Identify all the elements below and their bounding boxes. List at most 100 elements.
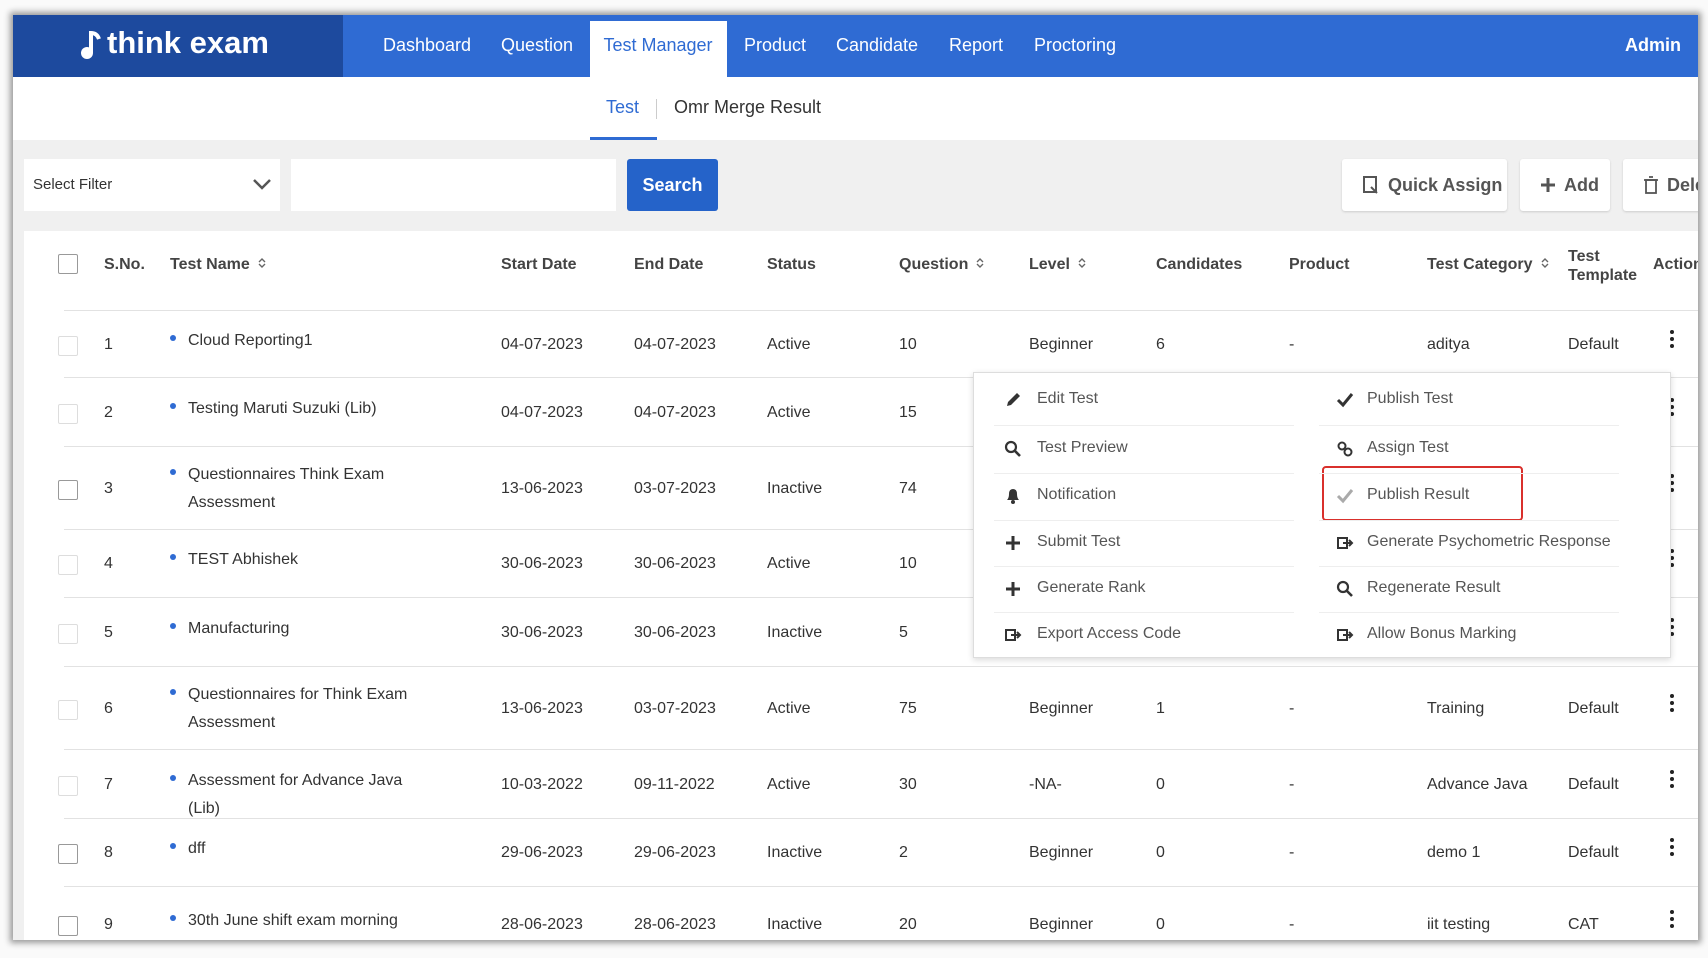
row-separator	[64, 446, 1698, 447]
menu-divider	[994, 566, 1294, 567]
chevron	[253, 179, 271, 190]
checkbox[interactable]	[58, 699, 78, 720]
checkbox[interactable]	[58, 479, 78, 500]
cell: 1	[1156, 699, 1165, 717]
cell: 0	[1156, 915, 1165, 933]
checkbox[interactable]	[58, 915, 78, 936]
dot	[1670, 336, 1674, 341]
action-menu: Edit Test Test Preview Notification Submit …	[973, 372, 1671, 658]
add-button[interactable]: Add	[1520, 159, 1610, 211]
cell: 4	[104, 555, 113, 572]
test-name[interactable]: Questionnaires for Think Exam Assessment	[188, 686, 408, 731]
tab[interactable]: Test	[606, 97, 640, 117]
menu-item[interactable]: Assign Test	[1367, 439, 1449, 456]
test-name[interactable]: Questionnaires Think Exam Assessment	[188, 466, 385, 511]
cell: 03-07-2023	[634, 479, 716, 497]
search-button[interactable]: Search	[627, 159, 718, 211]
row-actions[interactable]	[1670, 838, 1674, 856]
row-actions[interactable]	[1670, 769, 1674, 788]
tab[interactable]: Omr Merge Result	[674, 97, 822, 117]
filter-select[interactable]: Select Filter	[24, 159, 280, 211]
checkbox[interactable]	[58, 555, 78, 575]
cell: 5	[899, 623, 908, 641]
dot	[1670, 923, 1674, 928]
delete-button[interactable]: Delete	[1623, 159, 1698, 211]
sort-icon[interactable]	[974, 257, 986, 269]
dot	[1670, 838, 1674, 842]
cell: 6	[1156, 335, 1165, 353]
nav-item[interactable]: Product	[743, 35, 807, 55]
checkbox[interactable]	[58, 623, 78, 644]
test-name[interactable]: 30th June shift exam morning	[188, 911, 398, 929]
logo-block: think exam	[13, 15, 343, 77]
column-header: Test Template	[1568, 248, 1638, 284]
dot	[1670, 343, 1674, 348]
checkbox[interactable]	[58, 403, 78, 424]
menu-item[interactable]: Allow Bonus Marking	[1367, 625, 1517, 642]
cell: 74	[899, 479, 917, 497]
sort-icon[interactable]	[1076, 257, 1088, 269]
column-header: Product	[1289, 256, 1350, 273]
checkbox[interactable]	[58, 335, 78, 356]
cell: 2	[899, 844, 908, 861]
cell: Training	[1427, 699, 1485, 717]
row-actions[interactable]	[1670, 909, 1674, 928]
dot	[1670, 473, 1674, 478]
menu-item[interactable]: Submit Test	[1037, 533, 1121, 550]
menu-divider	[994, 519, 1294, 521]
dot	[1670, 700, 1674, 705]
test-name[interactable]: Testing Maruti Suzuki (Lib)	[188, 399, 377, 417]
test-name[interactable]: Assessment for Advance Java (Lib)	[188, 771, 403, 817]
menu-item[interactable]: Publish Test	[1367, 390, 1453, 407]
menu-item[interactable]: Export Access Code	[1037, 625, 1182, 642]
nav-item[interactable]: Test Manager	[603, 35, 713, 55]
cell: 03-07-2023	[634, 699, 716, 717]
bullet	[170, 689, 176, 695]
cell: Default	[1568, 699, 1619, 717]
row-actions[interactable]	[1670, 473, 1674, 492]
menu-item[interactable]: Edit Test	[1037, 390, 1099, 407]
column-header: Status	[767, 256, 816, 273]
row-separator	[64, 310, 1698, 311]
row-actions[interactable]	[1670, 549, 1674, 567]
column-header: Start Date	[501, 256, 577, 273]
test-name[interactable]: TEST Abhishek	[188, 551, 298, 568]
cell: CAT	[1568, 915, 1599, 933]
cell: 1	[104, 335, 113, 353]
row-actions[interactable]	[1670, 329, 1674, 348]
nav-item[interactable]: Report	[948, 35, 1004, 55]
nav-item[interactable]: Candidate	[835, 35, 919, 55]
menu-item[interactable]: Generate Psychometric Response	[1367, 533, 1611, 550]
user-menu[interactable]: Admin	[1625, 35, 1681, 55]
dot	[1670, 480, 1674, 485]
column-header: Test Name	[170, 256, 268, 274]
nav-item[interactable]: Dashboard	[382, 35, 472, 55]
search-input[interactable]	[291, 159, 616, 211]
test-name[interactable]: Manufacturing	[188, 619, 290, 637]
sort-icon[interactable]	[256, 257, 268, 269]
cell: 29-06-2023	[634, 844, 716, 861]
sub-nav: Test Omr Merge Result	[13, 77, 1698, 140]
sort-icon[interactable]	[1539, 257, 1551, 269]
checkbox[interactable]	[58, 775, 78, 796]
menu-item[interactable]: Generate Rank	[1037, 579, 1146, 596]
test-name[interactable]: dff	[188, 840, 206, 857]
test-name[interactable]: Cloud Reporting1	[188, 331, 313, 349]
nav-item[interactable]: Question	[500, 35, 574, 55]
row-actions[interactable]	[1670, 617, 1674, 636]
menu-item[interactable]: Regenerate Result	[1367, 579, 1501, 596]
menu-item[interactable]: Test Preview	[1037, 439, 1128, 456]
row-actions[interactable]	[1670, 397, 1674, 416]
menu-item[interactable]: Publish Result	[1367, 486, 1470, 503]
quick-assign-button[interactable]: Quick Assign	[1342, 159, 1507, 211]
checkbox[interactable]	[58, 844, 78, 864]
row-actions[interactable]	[1670, 693, 1674, 712]
column-header: Test Category	[1427, 256, 1551, 274]
nav-item[interactable]: Proctoring	[1033, 35, 1117, 55]
menu-item[interactable]: Notification	[1037, 486, 1117, 503]
row-separator	[64, 597, 1698, 598]
bullet	[170, 914, 176, 921]
checkbox[interactable]	[58, 254, 78, 274]
dot	[1670, 556, 1674, 560]
